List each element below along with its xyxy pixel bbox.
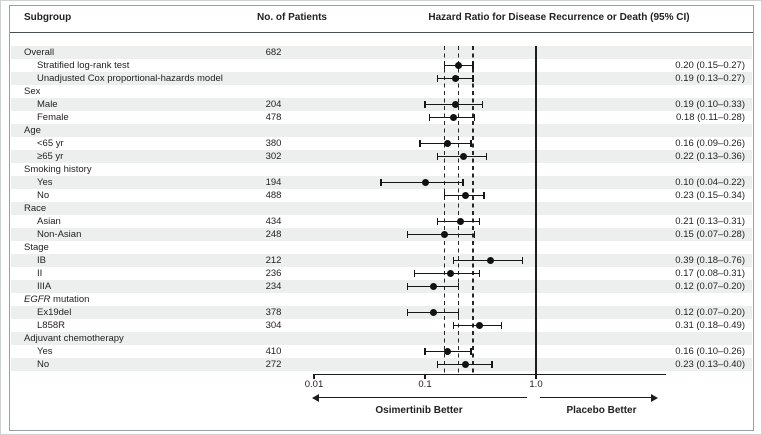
osimertinib-better-label: Osimertinib Better [375,405,463,416]
column-header-patients: No. of Patients [256,12,327,23]
figure-frame [9,5,754,431]
header-divider [10,32,753,33]
placebo-better-label: Placebo Better [566,405,637,416]
column-header-subgroup: Subgroup [24,12,72,23]
column-header-hazard-ratio: Hazard Ratio for Disease Recurrence or D… [428,12,690,23]
